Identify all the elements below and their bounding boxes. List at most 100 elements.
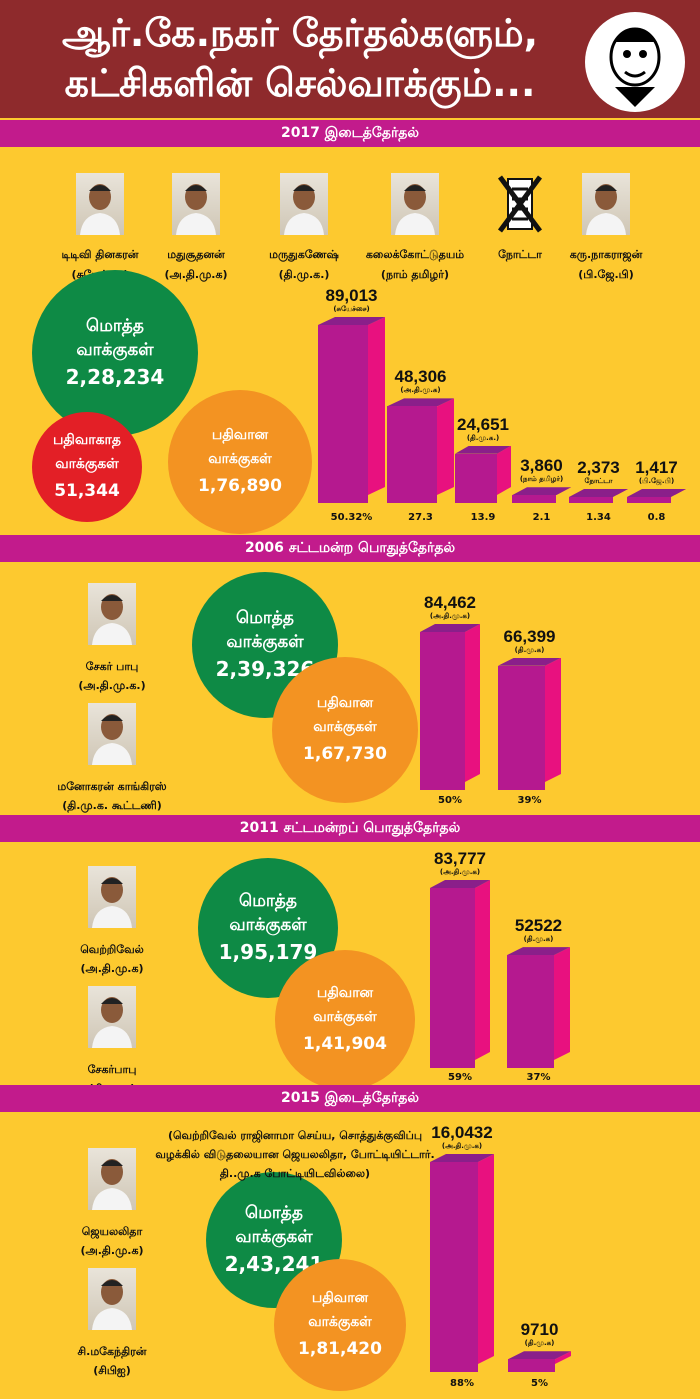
bar-party-label: (தி.மு.க.): [466, 433, 500, 442]
candidate-party: (அ.தி.மு.க): [164, 268, 228, 281]
bar-front-0: [420, 632, 465, 790]
bar-value-label: 9710: [520, 1320, 559, 1340]
candidate-party: (அ.தி.மு.க.): [78, 679, 146, 692]
bar-party-label: (அ.தி.மு.க): [429, 612, 471, 620]
candidate-name: மனோகரன் காங்கிரஸ்: [57, 780, 167, 793]
bar-front-0: [318, 325, 368, 503]
circle-label: பதிவான: [311, 1290, 369, 1306]
candidate-photo: [172, 173, 220, 235]
bar-front-0: [430, 1162, 478, 1372]
circle-label: பதிவான: [316, 695, 374, 711]
bar-side-0: [478, 1154, 494, 1364]
circle-label: பதிவான: [211, 427, 269, 443]
bar-value-label: 24,651: [457, 414, 509, 434]
bar-party-label: (தி.மு.க): [524, 1339, 555, 1348]
bar-party-label: (தி.மு.க): [523, 935, 554, 944]
bar-top-3: [512, 487, 571, 496]
circle-value: 1,76,890: [198, 476, 282, 496]
candidate-name: சி.மகேந்திரன்: [77, 1345, 147, 1358]
bar-party-label: (நாம் தமிழர்): [519, 475, 564, 484]
bar-side-1: [554, 947, 570, 1060]
candidate-photo: [88, 866, 136, 928]
bar-value-label: 83,777: [434, 849, 486, 868]
circle-value: 1,81,420: [298, 1339, 382, 1359]
bar-front-1: [508, 1359, 555, 1372]
candidate-name: ஜெயலலிதா: [81, 1225, 143, 1238]
circle-label: வாக்குகள்: [313, 1009, 377, 1025]
bar-side-0: [475, 880, 490, 1060]
candidate-name: நோட்டா: [498, 248, 542, 261]
bar-front-0: [430, 888, 475, 1068]
bar-side-0: [368, 317, 385, 495]
invalid-votes-circle: பதிவாகாத வாக்குகள் 51,344: [32, 412, 142, 522]
bar-percent-label: 5%: [531, 1378, 548, 1389]
circle-label: வாக்குகள்: [208, 451, 272, 467]
bar-side-1: [545, 658, 561, 782]
circle-label: மொத்த: [245, 1203, 303, 1223]
candidate-photo: [280, 173, 328, 235]
candidate-photo: [88, 703, 136, 765]
circle-label: வாக்குகள்: [313, 719, 377, 735]
circle-label: மொத்த: [239, 891, 297, 911]
bar-percent-label: 0.8: [647, 512, 666, 523]
circle-label: வாக்குகள்: [235, 1227, 313, 1247]
bar-percent-label: 13.9: [470, 512, 496, 523]
bar-front-3: [512, 495, 556, 503]
bar-side-0: [465, 624, 480, 782]
total-votes-circle: மொத்த வாக்குகள் 2,39,326: [192, 572, 338, 718]
bar-value-label: 1,417: [635, 458, 678, 477]
bar-front-1: [507, 955, 554, 1068]
candidate-party: (தி.மு.க.): [278, 268, 330, 281]
bar-top-0: [318, 317, 385, 325]
valid-votes-circle: பதிவான வாக்குகள் 1,67,730: [272, 657, 418, 803]
section-heading: 2011 சட்டமன்றப் பொதுத்தேர்தல்: [0, 815, 700, 842]
section-heading: 2006 சட்டமன்ற பொதுத்தேர்தல்: [0, 535, 700, 562]
candidate-party: (நாம் தமிழர்): [380, 268, 450, 281]
candidate-name: டிடிவி தினகரன்: [61, 248, 139, 261]
bar-percent-label: 59%: [448, 1072, 472, 1083]
bar-value-label: 3,860: [520, 456, 563, 476]
bar-top-1: [498, 657, 561, 666]
candidate-name: கரு.நாகராஜன்: [569, 248, 643, 261]
bar-party-label: (தி.மு.க): [514, 645, 545, 654]
note-text: (வெற்றிவேல் ராஜினாமா செய்ய, சொத்துக்குவி…: [155, 1129, 435, 1180]
title-line-2: கட்சிகளின் செல்வாக்கும்...: [64, 61, 536, 105]
candidate-photo: [88, 1148, 136, 1210]
bar-party-label: (அ.தி.மு.க): [439, 868, 481, 876]
candidate-photo: [88, 986, 136, 1048]
bar-percent-label: 50.32%: [330, 512, 373, 523]
bar-front-2: [455, 453, 497, 503]
candidate-name: மதுசூதனன்: [167, 248, 225, 261]
bar-value-label: 52522: [514, 916, 563, 936]
circle-label: வாக்குகள்: [229, 915, 307, 935]
candidate-party: (அ.தி.மு.க): [80, 1244, 144, 1257]
bar-value-label: 89,013: [325, 286, 378, 305]
total-votes-circle: மொத்த வாக்குகள் 2,28,234: [32, 270, 198, 436]
candidate-name: சேகர்பாபு: [87, 1063, 137, 1076]
circle-value: 1,41,904: [303, 1034, 387, 1054]
bar-top-1: [507, 947, 570, 956]
candidate-photo: [391, 173, 439, 235]
valid-votes-circle: பதிவான வாக்குகள் 1,76,890: [168, 390, 312, 534]
valid-votes-circle: பதிவான வாக்குகள் 1,41,904: [275, 950, 415, 1090]
circle-label: பதிவாகாத: [53, 432, 121, 448]
circle-value: 51,344: [54, 481, 120, 501]
section-heading: 2015 இடைத்தேர்தல்: [0, 1085, 700, 1112]
nota-ballot-icon: [496, 173, 544, 235]
bar-side-2: [497, 446, 511, 495]
bar-top-0: [430, 880, 490, 888]
bar-top-0: [430, 1154, 494, 1162]
candidate-photo: [88, 583, 136, 645]
cartoon-logo: [585, 12, 685, 112]
candidate-party: (அ.தி.மு.க): [80, 962, 144, 975]
candidate-photo: [88, 1268, 136, 1330]
circle-value: 2,28,234: [65, 365, 165, 389]
circle-label: வாக்குகள்: [308, 1314, 372, 1330]
bar-front-1: [498, 665, 545, 790]
bar-value-label: 2,373: [577, 458, 620, 477]
bar-percent-label: 50%: [438, 795, 462, 806]
bar-front-5: [627, 497, 671, 503]
candidate-photo: [76, 173, 124, 235]
valid-votes-circle: பதிவான வாக்குகள் 1,81,420: [274, 1259, 406, 1391]
bar-top-4: [569, 489, 628, 497]
